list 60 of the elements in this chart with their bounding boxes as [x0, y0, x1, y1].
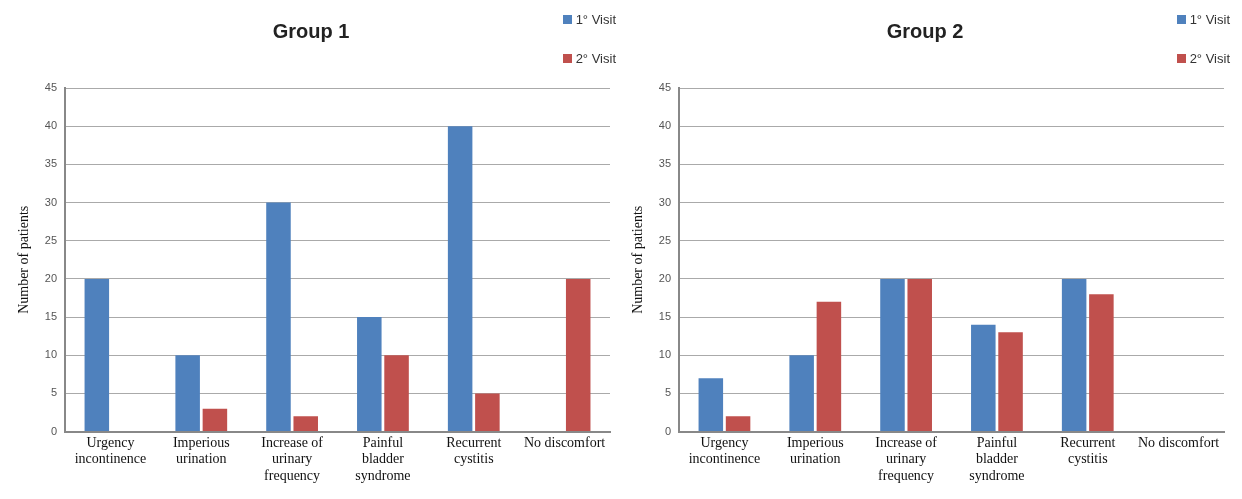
x-tick-label: Recurrent cystitis	[1060, 434, 1116, 467]
legend-label: 2° Visit	[575, 51, 616, 66]
bar	[971, 324, 996, 432]
y-tick-label: 10	[658, 348, 672, 361]
y-tick-label: 25	[44, 233, 58, 246]
y-tick-label: 10	[44, 348, 58, 361]
bar	[447, 126, 473, 432]
y-tick-label: 45	[44, 81, 58, 94]
bar	[789, 355, 814, 432]
y-tick-label: 0	[664, 424, 672, 437]
x-tick-label: Painful bladder syndrome	[355, 434, 411, 484]
x-tick-label: Imperious urination	[172, 434, 230, 467]
bar	[907, 278, 932, 432]
bar	[84, 278, 110, 432]
bar	[565, 278, 591, 432]
y-tick-label: 15	[44, 310, 58, 323]
chart-title: Group 1	[272, 19, 350, 42]
y-tick-label: 25	[658, 233, 672, 246]
y-tick-label: 30	[44, 195, 58, 208]
x-tick-label: Urgency incontinence	[74, 434, 147, 467]
bar	[725, 416, 751, 432]
y-tick-label: 40	[658, 119, 672, 132]
x-tick-label: Urgency incontinence	[688, 434, 761, 467]
y-tick-label: 20	[44, 271, 58, 284]
bar	[1061, 278, 1087, 432]
x-tick-label: Painful bladder syndrome	[969, 434, 1025, 484]
y-tick-label: 45	[658, 81, 672, 94]
y-tick-label: 5	[664, 386, 672, 399]
y-tick-label: 35	[658, 157, 672, 170]
y-tick-label: 40	[44, 119, 58, 132]
bar	[880, 278, 905, 432]
x-tick-label: Increase of urinary frequency	[875, 434, 938, 484]
y-tick-label: 30	[658, 195, 672, 208]
bar	[293, 416, 318, 432]
y-tick-label: 20	[658, 271, 672, 284]
y-axis-title: Number of patients	[16, 205, 32, 314]
bar	[384, 355, 409, 432]
legend-label: 1° Visit	[575, 12, 616, 27]
y-tick-label: 35	[44, 157, 58, 170]
bar	[266, 202, 291, 432]
bar	[698, 378, 724, 432]
bar	[1089, 294, 1114, 432]
y-axis-title: Number of patients	[630, 205, 646, 314]
bar	[816, 301, 842, 432]
bar	[175, 355, 200, 432]
x-tick-label: Increase of urinary frequency	[261, 434, 324, 484]
y-tick-label: 5	[50, 386, 58, 399]
y-tick-label: 15	[658, 310, 672, 323]
bar	[357, 317, 382, 432]
legend-label: 2° Visit	[1189, 51, 1230, 66]
y-tick-label: 0	[50, 424, 58, 437]
bar	[475, 393, 500, 432]
x-tick-label: Recurrent cystitis	[446, 434, 502, 467]
legend-label: 1° Visit	[1189, 12, 1230, 27]
chart-title: Group 2	[886, 19, 964, 42]
bar	[202, 408, 228, 432]
x-tick-label: No discomfort	[1137, 434, 1220, 450]
bar	[998, 332, 1023, 432]
x-tick-label: Imperious urination	[786, 434, 844, 467]
x-tick-label: No discomfort	[523, 434, 606, 450]
